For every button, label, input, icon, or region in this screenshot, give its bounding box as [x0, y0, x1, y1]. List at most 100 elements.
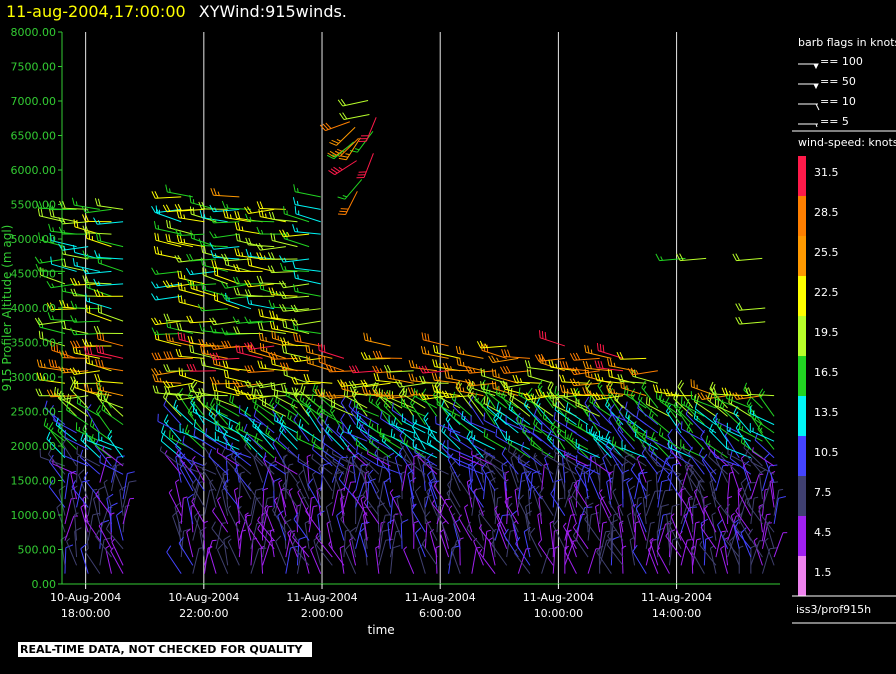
barb-flag: [585, 379, 591, 387]
barb-flag: [272, 310, 276, 319]
barb-flag: [424, 511, 431, 518]
barb-flag: [375, 396, 381, 404]
barb-half-flag: [241, 426, 243, 431]
barb-half-flag: [549, 436, 552, 441]
barb-half-flag: [447, 418, 451, 423]
barb-staff: [95, 411, 112, 434]
barb-flag: [187, 335, 191, 344]
barb-half-flag: [157, 224, 160, 230]
barb-half-flag: [247, 482, 252, 486]
barb-flag: [53, 386, 56, 395]
barb-flag: [192, 363, 197, 372]
barb-flag: [254, 388, 256, 397]
barb-half-flag: [369, 337, 372, 342]
barb-staff: [285, 395, 310, 409]
barb-staff: [375, 493, 391, 516]
wind-barb: [94, 250, 124, 260]
barb-flag: [324, 416, 329, 424]
barb-staff: [235, 428, 252, 450]
barb-staff: [343, 482, 352, 508]
wind-barb: [745, 387, 775, 397]
wind-barb: [84, 515, 101, 541]
barb-flag: [367, 428, 370, 437]
wind-barb: [645, 539, 657, 566]
wind-barb: [201, 281, 228, 297]
barb-flag: [743, 382, 748, 391]
barb-flag: [177, 294, 180, 303]
barb-flag: [548, 359, 552, 368]
barb-staff: [401, 405, 426, 417]
wind-barb: [608, 498, 624, 525]
wind-barb: [52, 459, 77, 475]
barb-staff: [167, 227, 193, 235]
barb-flag: [667, 428, 673, 436]
barb-staff: [584, 519, 601, 541]
wind-barb: [451, 408, 473, 434]
barb-staff: [97, 351, 124, 359]
wind-barb: [180, 528, 191, 558]
barb-half-flag: [225, 330, 229, 335]
wind-barb: [378, 514, 390, 541]
barb-staff: [599, 437, 624, 450]
barb-flag: [453, 518, 461, 524]
wind-barb: [189, 195, 217, 210]
barb-flag: [451, 543, 458, 550]
barb-flag: [177, 254, 183, 263]
wind-barb: [253, 454, 264, 483]
barb-half-flag: [313, 439, 316, 444]
barb-staff: [208, 548, 217, 574]
barb-flag: [180, 271, 183, 279]
barb-flag: [236, 287, 241, 296]
barb-staff: [157, 420, 182, 434]
barb-staff: [700, 527, 717, 550]
wind-barb: [670, 513, 682, 541]
barb-flag: [81, 266, 87, 274]
barb-flag: [316, 405, 322, 413]
wind-barb: [566, 451, 589, 475]
barb-half-flag: [312, 471, 317, 475]
barb-flag: [234, 210, 238, 219]
barb-staff: [325, 430, 345, 450]
barb-flag: [364, 386, 368, 395]
barb-staff: [283, 344, 310, 347]
barb-half-flag: [226, 204, 229, 209]
barb-half-flag: [354, 148, 360, 151]
barb-half-flag: [468, 436, 472, 441]
barb-flag: [190, 230, 192, 239]
barb-staff: [573, 370, 600, 376]
barb-flag: [48, 223, 52, 232]
barb-flag: [496, 402, 499, 410]
barb-flag: [351, 365, 357, 373]
barb-flag: [260, 360, 264, 369]
barb-staff: [761, 465, 771, 491]
barb-flag: [375, 350, 380, 359]
barb-flag: [69, 367, 75, 375]
barb-flag: [75, 340, 81, 348]
barb-half-flag: [696, 415, 699, 421]
barb-staff: [512, 523, 519, 549]
wind-barb: [191, 478, 205, 508]
barb-staff: [284, 213, 310, 223]
barb-flag: [298, 419, 302, 427]
barb-flag: [299, 392, 303, 401]
wind-barb: [773, 488, 784, 516]
wind-barb: [420, 345, 449, 359]
wind-barb: [485, 384, 508, 409]
barb-staff: [743, 447, 763, 467]
barb-flag: [246, 296, 250, 305]
barb-half-flag: [459, 537, 464, 540]
barb-flag: [491, 537, 496, 545]
barb-staff: [179, 339, 205, 347]
barb-flag: [337, 213, 346, 215]
barb-staff: [679, 534, 694, 558]
wind-barb: [192, 481, 204, 508]
barb-flag: [395, 380, 401, 388]
wind-barb: [459, 451, 484, 467]
barb-staff: [746, 502, 763, 525]
barb-staff: [728, 402, 752, 417]
flag-sample-pennant: [798, 83, 819, 90]
barb-half-flag: [53, 236, 55, 242]
speed-label: 25.5: [814, 246, 839, 259]
wind-barb: [348, 398, 368, 425]
barb-flag: [426, 435, 430, 443]
